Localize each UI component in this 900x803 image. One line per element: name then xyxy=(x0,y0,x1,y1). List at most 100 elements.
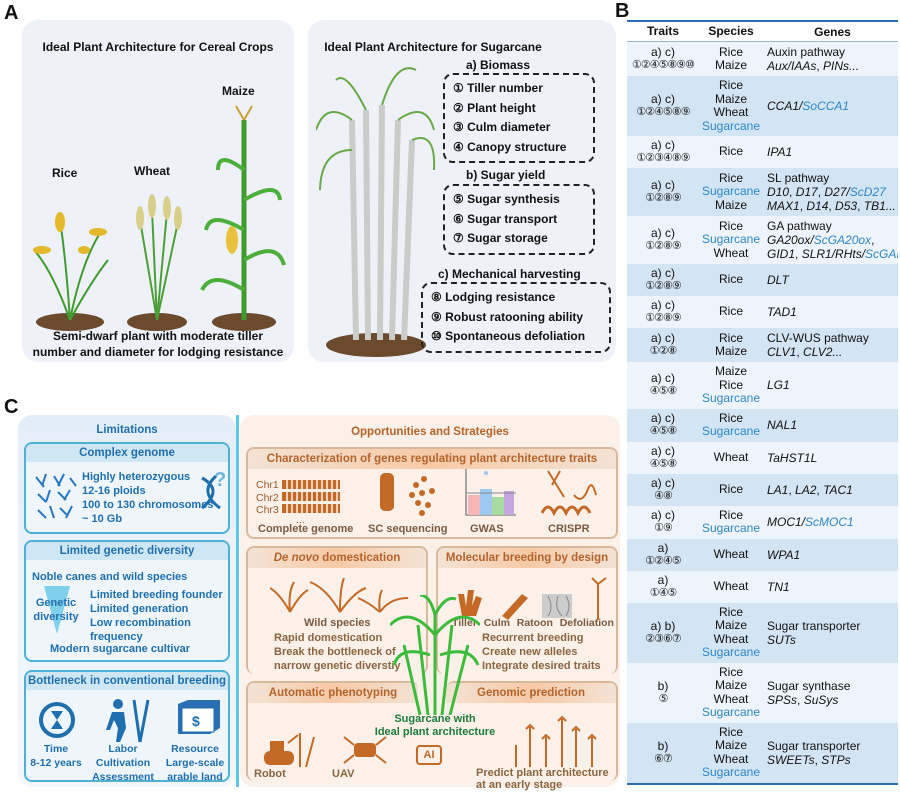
genes-cell: TaHST1L xyxy=(763,451,898,465)
species-cell: Rice Maize xyxy=(699,45,763,73)
species-name: Maize xyxy=(714,344,747,358)
traits-cell: b) ⑥⑦ xyxy=(627,738,699,766)
phenotyping-box: Automatic phenotyping xyxy=(246,681,418,781)
gene-text: , xyxy=(871,233,875,247)
text-line: narrow genetic diverstiy xyxy=(274,660,401,672)
text-line: Low recombination frequency xyxy=(90,617,191,643)
table-row: a) c) ①②⑧⑨ Rice DLT xyxy=(627,264,898,296)
gene-text: , xyxy=(814,752,822,767)
gene-text: , xyxy=(817,185,825,199)
species-name: Sugarcane xyxy=(701,521,761,535)
trait-numbers: ②③⑥⑦ xyxy=(645,632,681,645)
species-name: Wheat xyxy=(713,751,749,766)
species-name: Rice xyxy=(718,410,743,425)
limitations-panel: Limitations Complex genome Highly hetero… xyxy=(18,415,236,787)
traits-cell: a) c) ①②⑧⑨ xyxy=(627,227,699,253)
ratoon-label: Ratoon xyxy=(516,617,553,629)
gene-text: ScGAI... xyxy=(865,247,898,261)
genomic-prediction-title: Genomic prediction xyxy=(446,683,616,703)
traits-cell: a) c) ①②⑧⑨ xyxy=(627,267,699,293)
genes-cell: IPA1 xyxy=(763,145,898,159)
sugarcane-title: Ideal Plant Architecture for Sugarcane xyxy=(324,40,542,54)
gene-line: WPA1 xyxy=(767,548,898,562)
bottleneck-title: Bottleneck in conventional breeding xyxy=(26,672,228,690)
traits-cell: a) c) ④⑤⑧ xyxy=(627,412,699,438)
genes-cell: Sugar transporter SUTs xyxy=(763,619,898,647)
gene-text: DLT xyxy=(767,273,789,287)
wild-species-icon xyxy=(270,578,409,613)
complex-genome-text: Highly heterozygous 12-16 ploids 100 to … xyxy=(82,470,213,526)
gene-line: Sugar synthase xyxy=(767,679,898,693)
gene-text: , xyxy=(828,199,836,213)
text-line: Sugarcane with xyxy=(394,713,476,725)
gene-line: SPSs, SuSys xyxy=(767,693,898,707)
species-cell: Rice Maize Wheat Sugarcane xyxy=(699,725,763,780)
table-row: a) c) ①②⑧⑨ Rice TAD1 xyxy=(627,296,898,328)
species-name: Rice xyxy=(718,604,743,619)
ai-icon: AI xyxy=(416,745,442,765)
gene-text: TN1 xyxy=(767,579,790,594)
traits-cell: b) ⑤ xyxy=(627,679,699,706)
gene-line: CLV1, CLV2... xyxy=(767,345,898,359)
table-row: a) c) ①②④⑤⑧⑨⑩ Rice Maize Auxin pathway Aux/IA… xyxy=(627,42,898,76)
gene-line: Aux/IAAs, PINs... xyxy=(767,59,898,73)
gene-text: CCA1/ xyxy=(767,99,803,113)
gene-line: LG1 xyxy=(767,378,898,392)
trait-numbers: ①⑨ xyxy=(654,522,673,534)
trait-numbers: ①④⑤ xyxy=(649,586,678,599)
gene-text: CLV-WUS pathway xyxy=(767,331,869,345)
gene-line: SL pathway xyxy=(767,171,898,185)
table-row: a) b) ②③⑥⑦ Rice Maize Wheat Sugarcane Sugar tr… xyxy=(627,602,898,663)
text-line: 8-12 years xyxy=(30,757,82,769)
genes-cell: TAD1 xyxy=(763,305,898,319)
gene-text: D10 xyxy=(767,185,790,199)
text-line: Limited breeding founder xyxy=(90,589,223,601)
gene-text: PINs... xyxy=(823,59,860,73)
species-name: Sugarcane xyxy=(701,118,761,133)
gene-line: GA pathway xyxy=(767,219,898,233)
prediction-text: Predict plant architecture at an early st… xyxy=(476,767,609,791)
text-line: Integrate desired traits xyxy=(482,660,601,672)
gene-text: GA pathway xyxy=(767,219,832,233)
text-line: Highly heterozygous xyxy=(82,471,191,483)
gene-text: TB1... xyxy=(863,199,896,213)
gene-text: SPSs xyxy=(767,692,798,707)
text-line: Chr1 xyxy=(256,479,279,491)
traits-cell: a) c) ①②⑧⑨ xyxy=(627,179,699,205)
molecular-design-title: Molecular breeding by design xyxy=(438,548,616,568)
trait-category: b) xyxy=(657,738,669,753)
species-name: Sugarcane xyxy=(701,424,761,438)
biomass-heading: a) Biomass xyxy=(466,58,531,72)
species-name: Maize xyxy=(714,91,747,106)
trait-category: a) c) xyxy=(651,443,675,458)
gene-text: GID1 xyxy=(767,247,796,261)
trait-category: a) c) xyxy=(651,138,675,152)
species-name: Wheat xyxy=(713,449,749,464)
trait-numbers: ①②④⑤ xyxy=(645,554,681,567)
species-name: Rice xyxy=(718,272,743,287)
text-line: at an early stage xyxy=(476,779,563,791)
robot-label: Robot xyxy=(254,768,286,780)
genomic-prediction-box: Genomic prediction xyxy=(446,681,618,781)
species-cell: Wheat xyxy=(699,579,763,594)
table-row: a) c) ①②⑧⑨ Rice Sugarcane Maize SL pathway D10… xyxy=(627,168,898,216)
gene-text: , xyxy=(797,692,804,707)
table-row: a) ①④⑤ Wheat TN1 xyxy=(627,570,898,603)
genes-cell: GA pathway GA20ox/ScGA20ox, GID1, SLR1/RHt… xyxy=(763,219,898,261)
gene-characterization-title: Characterization of genes regulating pla… xyxy=(248,449,616,469)
species-name: Sugarcane xyxy=(701,645,761,659)
gene-characterization-box: Characterization of genes regulating pla… xyxy=(246,447,618,539)
traits-cell: a) c) ①②④⑤⑧⑨⑩ xyxy=(627,46,699,72)
header-genes: Genes xyxy=(814,24,851,39)
gene-line: GID1, SLR1/RHts/ScGAI... xyxy=(767,247,898,261)
de-novo-text: Rapid domestication Break the bottleneck … xyxy=(274,631,401,673)
trait-numbers: ①②⑧⑨ xyxy=(645,312,681,324)
trait-item: ⑨ Robust ratooning ability xyxy=(431,309,584,324)
species-name: Rice xyxy=(718,78,743,92)
trait-category: a) c) xyxy=(651,508,675,522)
species-name: Rice xyxy=(718,330,743,345)
table-row: a) c) ④⑤⑧ Maize Rice Sugarcane LG1 xyxy=(627,362,898,409)
gene-line: NAL1 xyxy=(767,418,898,432)
genes-cell: Auxin pathway Aux/IAAs, PINs... xyxy=(763,45,898,73)
table-row: a) c) ④⑤⑧ Wheat TaHST1L xyxy=(627,441,898,474)
